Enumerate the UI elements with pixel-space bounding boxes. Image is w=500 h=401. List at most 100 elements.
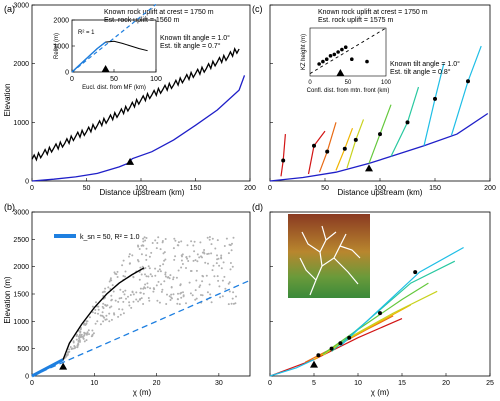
panel-b-scatter-point bbox=[177, 298, 179, 301]
panel-b-ytick-label: 2500 bbox=[13, 237, 29, 244]
panel-b-scatter-point bbox=[201, 274, 204, 277]
panel-b-scatter-point bbox=[101, 314, 104, 317]
panel-b-scatter-point bbox=[213, 275, 216, 278]
panel-b-xlabel: χ (m) bbox=[133, 388, 152, 397]
panel-b-scatter-point bbox=[201, 280, 204, 283]
panel-b-scatter-point bbox=[200, 294, 202, 296]
panel-d-map-inset bbox=[288, 214, 370, 298]
panel-d-tributary bbox=[339, 246, 464, 347]
panel-b-scatter-point bbox=[186, 244, 189, 247]
panel-b-ytick-label: 3000 bbox=[13, 210, 29, 217]
panel-b-scatter-point bbox=[113, 312, 115, 315]
panel-label-d: (d) bbox=[252, 202, 263, 212]
panel-b-scatter-point bbox=[223, 275, 226, 278]
panel-c-tributary bbox=[307, 130, 326, 175]
panel-b-scatter-point bbox=[176, 302, 179, 305]
panel-b-scatter-point bbox=[187, 260, 190, 262]
panel-b-scatter-point bbox=[232, 291, 235, 294]
panel-c-tributary bbox=[450, 45, 482, 136]
panel-b-scatter-point bbox=[129, 294, 132, 296]
panel-b-scatter-point bbox=[92, 332, 95, 335]
panel-b-scatter-point bbox=[166, 293, 168, 296]
panel-c-inset-point bbox=[328, 54, 333, 58]
panel-b-scatter-point bbox=[229, 268, 232, 271]
panel-a-inset-ylabel: Relief (m) bbox=[54, 33, 60, 59]
panel-b-scatter-point bbox=[102, 307, 105, 310]
panel-c-annotation-est-tilt: Est. tilt angle = 0.8° bbox=[390, 68, 451, 76]
panel-b-scatter-point bbox=[175, 276, 178, 279]
panel-a-xtick-label: 0 bbox=[30, 185, 34, 192]
panel-a-blue-profile bbox=[31, 75, 246, 182]
panel-b-scatter-point bbox=[206, 236, 209, 239]
panel-c-xtick-label: 100 bbox=[374, 185, 386, 192]
panel-b-scatter-point bbox=[181, 263, 184, 265]
panel-b-scatter-point bbox=[220, 267, 223, 270]
panel-b-scatter-point bbox=[91, 329, 94, 332]
panel-b-scatter-point bbox=[202, 251, 205, 254]
panel-b-scatter-point bbox=[172, 276, 175, 279]
panel-b-scatter-point bbox=[157, 236, 160, 239]
panel-c-xtick-label: 50 bbox=[321, 185, 329, 192]
panel-b-scatter-point bbox=[210, 243, 213, 246]
panel-b-scatter-point bbox=[145, 237, 148, 239]
panel-b-scatter-point bbox=[164, 271, 167, 274]
panel-b-scatter-point bbox=[228, 281, 231, 284]
panel-b-xtick-label: 10 bbox=[90, 380, 98, 387]
panel-b-scatter-point bbox=[110, 318, 113, 321]
panel-c-inset-xtick-label: 50 bbox=[345, 80, 352, 86]
panel-a-inset-fit-line bbox=[71, 3, 157, 73]
panel-b-scatter-point bbox=[159, 270, 162, 273]
panel-c-annotation-known-uplift: Known rock uplift at crest = 1750 m bbox=[318, 9, 428, 16]
panel-a-inset-frame bbox=[71, 19, 157, 73]
panel-a-inset-r2: R² = 1 bbox=[78, 30, 95, 36]
panel-b-scatter-point bbox=[132, 276, 135, 279]
panel-b-scatter-point bbox=[128, 253, 131, 256]
panel-b-scatter-point bbox=[79, 340, 81, 343]
panel-b-scatter-point bbox=[173, 237, 176, 240]
panel-b-scatter-point bbox=[113, 271, 116, 274]
panel-b-scatter-point bbox=[144, 267, 147, 269]
panel-b-scatter-point bbox=[121, 264, 124, 267]
panel-b-scatter-point bbox=[164, 275, 167, 278]
panel-b-scatter-point bbox=[124, 289, 127, 292]
panel-b-scatter-point bbox=[144, 273, 146, 276]
panel-b-scatter-point bbox=[67, 351, 69, 354]
panel-b-scatter-point bbox=[207, 252, 210, 255]
panel-b-scatter-point bbox=[144, 239, 147, 242]
panel-c-knickzone-point bbox=[433, 96, 437, 101]
panel-b-scatter-point bbox=[154, 274, 157, 277]
panel-b-scatter-point bbox=[145, 275, 148, 278]
panel-c-inset-xtick-label: 0 bbox=[308, 80, 312, 86]
panel-b-scatter-point bbox=[147, 275, 150, 278]
panel-b-scatter-point bbox=[172, 247, 175, 250]
panel-b-scatter-point bbox=[219, 296, 222, 299]
panel-b-scatter-point bbox=[91, 311, 94, 314]
panel-b-scatter-point bbox=[228, 290, 231, 293]
panel-b-scatter-point bbox=[138, 248, 141, 250]
panel-b-scatter-point bbox=[170, 286, 173, 288]
panel-b-scatter-point bbox=[208, 283, 211, 286]
panel-b-scatter-point bbox=[144, 283, 147, 286]
panel-b-scatter-point bbox=[190, 240, 193, 243]
panel-d-xtick-label: 5 bbox=[312, 380, 316, 387]
panel-c-knickzone-point bbox=[325, 149, 330, 154]
panel-b-scatter-point bbox=[198, 256, 201, 259]
panel-b-scatter-point bbox=[145, 247, 148, 250]
panel-b-xtick-label: 0 bbox=[30, 380, 34, 387]
panel-b-scatter-point bbox=[180, 266, 183, 269]
panel-d-knickzone-point bbox=[338, 341, 343, 346]
panel-c-xtick-label: 200 bbox=[484, 185, 496, 192]
panel-b-scatter-point bbox=[195, 279, 198, 282]
panel-b-scatter-point bbox=[163, 280, 166, 283]
panel-b-scatter-point bbox=[138, 271, 141, 273]
panel-b-scatter-point bbox=[191, 294, 194, 297]
panel-b-scatter-point bbox=[161, 288, 164, 291]
panel-b-scatter-point bbox=[186, 257, 189, 260]
panel-b-scatter-point bbox=[216, 258, 219, 261]
panel-a-ylabel: Elevation bbox=[3, 84, 12, 117]
panel-b-scatter-point bbox=[158, 268, 161, 271]
panel-d-tributary bbox=[269, 318, 403, 377]
panel-b-scatter-point bbox=[194, 259, 197, 262]
panel-b-ytick-label: 1500 bbox=[13, 292, 29, 299]
